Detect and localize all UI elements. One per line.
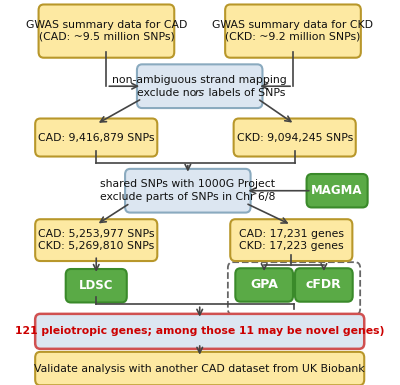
Text: exclude parts of SNPs in Chr 6/8: exclude parts of SNPs in Chr 6/8	[100, 192, 276, 202]
FancyBboxPatch shape	[137, 64, 262, 108]
Text: GWAS summary data for CAD
(CAD: ~9.5 million SNPs): GWAS summary data for CAD (CAD: ~9.5 mil…	[26, 20, 187, 42]
Text: shared SNPs with 1000G Project: shared SNPs with 1000G Project	[100, 179, 275, 189]
FancyBboxPatch shape	[228, 262, 360, 315]
FancyBboxPatch shape	[306, 174, 368, 208]
FancyBboxPatch shape	[35, 219, 157, 261]
Text: GPA: GPA	[250, 278, 278, 291]
Text: exclude no: exclude no	[137, 88, 200, 98]
Text: MAGMA: MAGMA	[311, 184, 363, 197]
Text: CAD: 5,253,977 SNPs
CKD: 5,269,810 SNPs: CAD: 5,253,977 SNPs CKD: 5,269,810 SNPs	[38, 229, 154, 251]
Text: rs: rs	[195, 88, 205, 98]
Text: LDSC: LDSC	[79, 279, 114, 292]
Text: CAD: 17,231 genes
CKD: 17,223 genes: CAD: 17,231 genes CKD: 17,223 genes	[239, 229, 344, 251]
Text: Validate analysis with another CAD dataset from UK Biobank: Validate analysis with another CAD datas…	[34, 363, 365, 373]
Text: CAD: 9,416,879 SNPs: CAD: 9,416,879 SNPs	[38, 132, 154, 142]
FancyBboxPatch shape	[35, 314, 364, 349]
FancyBboxPatch shape	[225, 5, 361, 58]
FancyBboxPatch shape	[35, 119, 157, 157]
FancyBboxPatch shape	[125, 169, 250, 213]
FancyBboxPatch shape	[235, 268, 293, 302]
FancyBboxPatch shape	[35, 352, 364, 385]
Text: cFDR: cFDR	[306, 278, 342, 291]
Text: GWAS summary data for CKD
(CKD: ~9.2 million SNPs): GWAS summary data for CKD (CKD: ~9.2 mil…	[212, 20, 374, 42]
Text: labels of SNPs: labels of SNPs	[205, 88, 285, 98]
FancyBboxPatch shape	[295, 268, 353, 302]
FancyBboxPatch shape	[234, 119, 356, 157]
Text: 121 pleiotropic genes; among those 11 may be novel genes): 121 pleiotropic genes; among those 11 ma…	[15, 326, 384, 336]
Text: CKD: 9,094,245 SNPs: CKD: 9,094,245 SNPs	[236, 132, 353, 142]
FancyBboxPatch shape	[230, 219, 352, 261]
FancyBboxPatch shape	[66, 269, 127, 303]
FancyBboxPatch shape	[38, 5, 174, 58]
Text: non-ambiguous strand mapping: non-ambiguous strand mapping	[112, 75, 287, 85]
